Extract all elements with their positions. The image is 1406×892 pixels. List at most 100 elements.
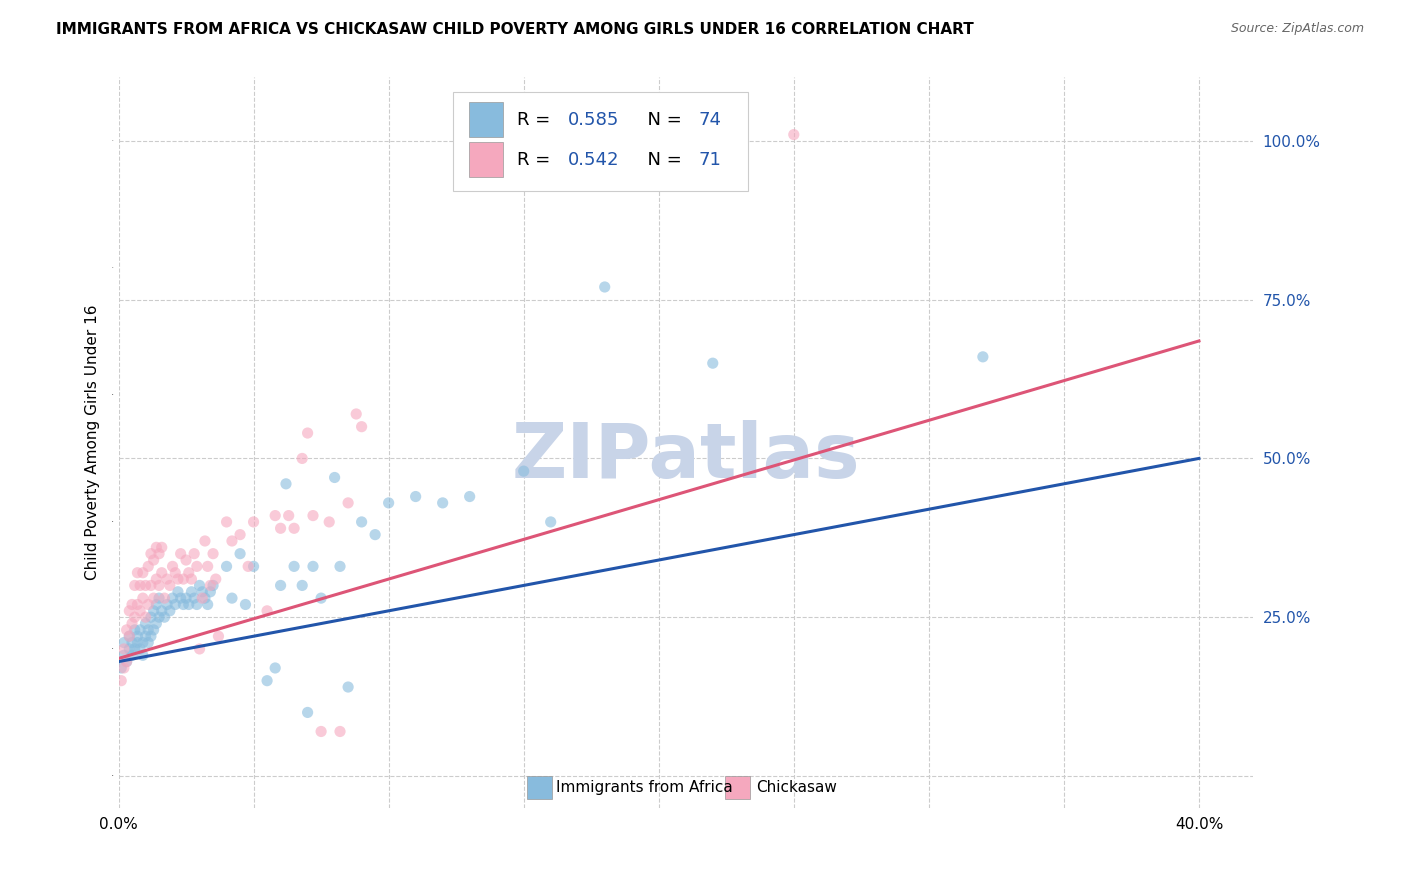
Point (150, 566, 173, 580)
Point (204, 572, 226, 586)
Point (183, 547, 205, 561)
FancyBboxPatch shape (453, 92, 748, 191)
FancyBboxPatch shape (725, 775, 751, 799)
Point (135, 610, 157, 624)
Point (256, 673, 278, 688)
Point (142, 553, 165, 567)
Y-axis label: Child Poverty Among Girls Under 16: Child Poverty Among Girls Under 16 (86, 305, 100, 581)
Point (115, 655, 138, 669)
Point (283, 559, 305, 574)
Point (302, 508, 325, 523)
Text: R =: R = (517, 151, 555, 169)
Point (129, 604, 152, 618)
Point (540, 515, 562, 529)
Text: ZIPatlas: ZIPatlas (512, 420, 860, 494)
Point (153, 591, 176, 606)
Point (156, 598, 179, 612)
Point (165, 598, 187, 612)
Point (291, 578, 314, 592)
Point (702, 356, 724, 370)
Point (150, 541, 173, 555)
Point (309, 591, 332, 606)
Point (242, 559, 264, 574)
Point (183, 591, 205, 606)
Point (202, 547, 225, 561)
Point (145, 598, 167, 612)
FancyBboxPatch shape (470, 103, 503, 137)
Point (202, 578, 225, 592)
Point (124, 578, 146, 592)
Point (221, 533, 243, 548)
Point (169, 591, 191, 606)
Point (186, 598, 208, 612)
Point (270, 578, 292, 592)
Point (148, 547, 170, 561)
Point (153, 610, 176, 624)
Point (136, 559, 159, 574)
Point (118, 629, 141, 643)
Point (172, 572, 194, 586)
Point (142, 604, 165, 618)
Point (229, 547, 252, 561)
Point (783, 128, 806, 142)
Point (136, 598, 159, 612)
Point (283, 521, 305, 535)
Point (121, 598, 143, 612)
Point (377, 496, 399, 510)
Point (350, 419, 373, 434)
Point (177, 598, 200, 612)
Point (200, 578, 222, 592)
Text: N =: N = (636, 111, 688, 128)
Point (136, 623, 159, 637)
FancyBboxPatch shape (470, 143, 503, 178)
Point (142, 591, 165, 606)
Point (118, 629, 141, 643)
Point (150, 604, 173, 618)
Point (132, 648, 155, 663)
Point (112, 648, 135, 663)
Point (297, 706, 319, 720)
Point (256, 604, 278, 618)
Point (165, 566, 187, 580)
Text: N =: N = (636, 151, 688, 169)
Point (215, 515, 238, 529)
Text: R =: R = (517, 111, 555, 128)
Point (129, 623, 152, 637)
Point (135, 578, 157, 592)
Point (323, 470, 346, 484)
Point (200, 584, 222, 599)
Point (194, 533, 217, 548)
Point (270, 521, 292, 535)
Text: 71: 71 (699, 151, 721, 169)
Point (167, 584, 190, 599)
Text: 0.542: 0.542 (568, 151, 619, 169)
Point (593, 280, 616, 294)
Point (148, 578, 170, 592)
Point (124, 623, 146, 637)
Text: 0.585: 0.585 (568, 111, 619, 128)
Point (318, 515, 340, 529)
Point (129, 578, 152, 592)
Point (274, 476, 297, 491)
Point (197, 598, 219, 612)
FancyBboxPatch shape (527, 775, 553, 799)
Point (191, 591, 214, 606)
Point (162, 591, 184, 606)
Point (337, 680, 360, 694)
Point (309, 724, 332, 739)
Point (167, 572, 190, 586)
Point (121, 635, 143, 649)
Point (121, 648, 143, 663)
Point (139, 547, 162, 561)
Point (145, 541, 167, 555)
Point (156, 572, 179, 586)
Point (264, 508, 287, 523)
Point (159, 578, 181, 592)
Point (264, 661, 287, 675)
Point (329, 559, 352, 574)
Point (221, 591, 243, 606)
Point (235, 598, 257, 612)
Point (458, 490, 481, 504)
Point (350, 515, 373, 529)
Point (115, 655, 138, 669)
